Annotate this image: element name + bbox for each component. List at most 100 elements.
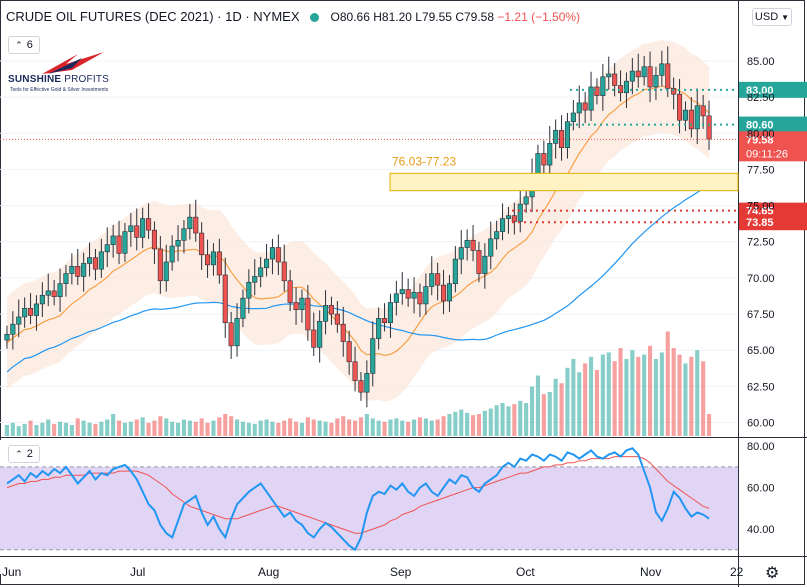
candle[interactable] — [216, 251, 222, 276]
candle[interactable] — [334, 313, 340, 325]
candle[interactable] — [346, 341, 352, 363]
candle[interactable] — [452, 258, 458, 284]
candle[interactable] — [222, 274, 228, 324]
candle[interactable] — [517, 203, 523, 222]
candle[interactable] — [92, 257, 98, 270]
candle[interactable] — [287, 280, 293, 303]
candle[interactable] — [98, 251, 104, 270]
candle[interactable] — [494, 231, 500, 240]
candle[interactable] — [110, 235, 116, 245]
candle[interactable] — [470, 239, 476, 251]
candle[interactable] — [299, 297, 305, 311]
candle[interactable] — [116, 235, 122, 254]
candle[interactable] — [269, 247, 275, 260]
candle[interactable] — [293, 302, 299, 311]
candle[interactable] — [163, 261, 169, 282]
candle[interactable] — [370, 338, 376, 374]
candle[interactable] — [364, 373, 370, 393]
candle[interactable] — [417, 292, 423, 305]
candle[interactable] — [323, 305, 329, 322]
candle[interactable] — [4, 334, 10, 341]
currency-select[interactable]: USD ▼ — [752, 8, 792, 26]
candle[interactable] — [187, 216, 193, 230]
candle[interactable] — [677, 93, 683, 121]
candle[interactable] — [252, 276, 258, 283]
candle[interactable] — [441, 284, 447, 302]
candle[interactable] — [240, 297, 246, 319]
candle[interactable] — [641, 66, 647, 78]
candle[interactable] — [500, 218, 506, 232]
candle[interactable] — [582, 102, 588, 111]
candle[interactable] — [140, 218, 146, 238]
candle[interactable] — [405, 289, 411, 299]
candle[interactable] — [612, 73, 618, 86]
candle[interactable] — [45, 290, 51, 296]
candle[interactable] — [576, 102, 582, 114]
candle[interactable] — [411, 292, 417, 299]
candle[interactable] — [16, 316, 22, 325]
candle[interactable] — [700, 105, 706, 117]
candle[interactable] — [104, 244, 110, 253]
indicators-toggle[interactable]: ⌃ 6 — [8, 36, 40, 54]
candle[interactable] — [588, 86, 594, 111]
candle[interactable] — [193, 216, 199, 234]
candle[interactable] — [570, 112, 576, 122]
candle[interactable] — [659, 63, 665, 76]
candle[interactable] — [387, 302, 393, 324]
candle[interactable] — [458, 247, 464, 260]
candle[interactable] — [393, 293, 399, 303]
candle[interactable] — [69, 266, 75, 274]
candle[interactable] — [258, 267, 264, 277]
candle[interactable] — [376, 318, 382, 339]
candle[interactable] — [234, 318, 240, 347]
candle[interactable] — [488, 238, 494, 257]
candle[interactable] — [228, 322, 234, 347]
candle[interactable] — [75, 266, 81, 277]
candle[interactable] — [476, 250, 482, 274]
rsi-toggle[interactable]: ⌃ 2 — [8, 445, 40, 463]
candle[interactable] — [399, 289, 405, 295]
candle[interactable] — [146, 218, 152, 231]
candle[interactable] — [328, 305, 334, 315]
candle[interactable] — [482, 255, 488, 274]
candle[interactable] — [553, 130, 559, 144]
candle[interactable] — [169, 245, 175, 263]
candle[interactable] — [22, 307, 28, 318]
candle[interactable] — [535, 153, 541, 175]
candle[interactable] — [671, 88, 677, 95]
candle[interactable] — [128, 225, 134, 232]
candle[interactable] — [446, 283, 452, 302]
candle[interactable] — [635, 70, 641, 78]
candle[interactable] — [505, 215, 511, 219]
candle[interactable] — [564, 121, 570, 149]
candle[interactable] — [541, 153, 547, 166]
candle[interactable] — [688, 109, 694, 130]
candle[interactable] — [647, 66, 653, 88]
candle[interactable] — [429, 273, 435, 287]
candle[interactable] — [246, 281, 252, 299]
candle[interactable] — [435, 273, 441, 286]
candle[interactable] — [57, 283, 63, 297]
candle[interactable] — [311, 329, 317, 348]
candle[interactable] — [382, 318, 388, 324]
candle[interactable] — [151, 229, 157, 250]
candle[interactable] — [547, 143, 553, 166]
candle[interactable] — [464, 239, 470, 248]
candle[interactable] — [706, 115, 712, 140]
candle[interactable] — [264, 258, 270, 269]
candle[interactable] — [63, 273, 69, 284]
candle[interactable] — [87, 257, 93, 264]
candle[interactable] — [39, 294, 45, 305]
candle[interactable] — [594, 86, 600, 96]
candle[interactable] — [523, 196, 529, 205]
candle[interactable] — [157, 248, 163, 282]
candle[interactable] — [694, 105, 700, 130]
candle[interactable] — [317, 320, 323, 348]
candle[interactable] — [81, 263, 87, 277]
candle[interactable] — [51, 290, 57, 297]
candle[interactable] — [682, 109, 688, 121]
candle[interactable] — [623, 80, 629, 94]
candle[interactable] — [134, 225, 140, 238]
candle[interactable] — [33, 303, 39, 316]
